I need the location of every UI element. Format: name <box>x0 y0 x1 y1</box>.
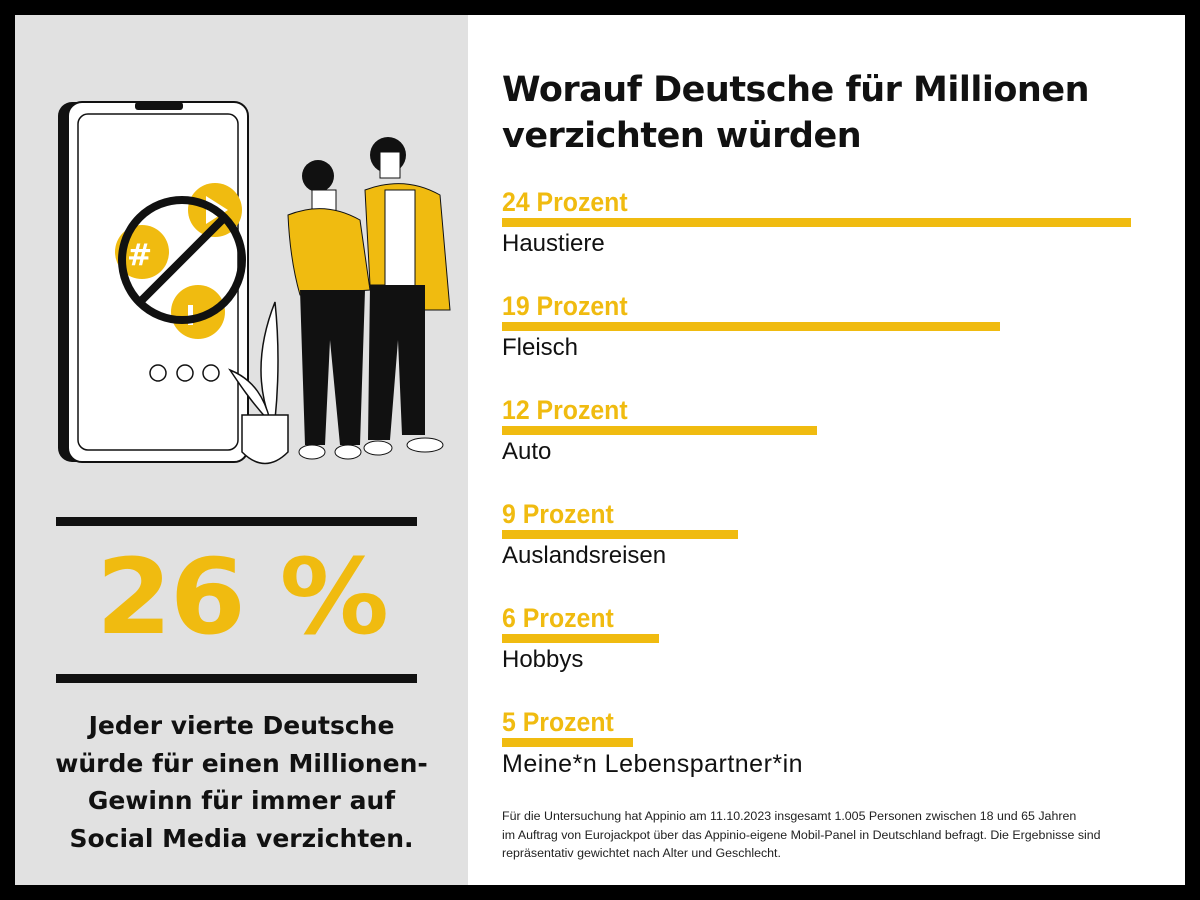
bar <box>502 634 660 643</box>
claim-line: Gewinn für immer auf <box>87 786 396 815</box>
footnote-line: repräsentativ gewichtet nach Alter und G… <box>502 846 781 860</box>
category-label: Auslandsreisen <box>502 542 667 569</box>
left-panel: # 26 <box>15 15 468 885</box>
chart-title: Worauf Deutsche für Millionen verzichten… <box>502 67 1090 159</box>
category-label: Meine*n Lebenspartner*in <box>502 750 804 778</box>
value-label: 9 Prozent <box>502 499 614 529</box>
footnote-line: im Auftrag von Eurojackpot über das Appi… <box>502 827 1101 842</box>
value-label: 19 Prozent <box>502 291 628 321</box>
value-label: 6 Prozent <box>502 603 614 633</box>
bar-row: 6 Prozent Hobbys <box>502 603 660 675</box>
svg-text:#: # <box>127 238 152 273</box>
plant-icon <box>228 301 289 465</box>
category-label: Haustiere <box>502 230 605 257</box>
category-label: Auto <box>502 438 552 465</box>
claim-text: Jeder vierte Deutsche würde für einen Mi… <box>15 707 468 857</box>
claim-line: würde für einen Millionen- <box>55 748 428 778</box>
footnote-line: Für die Untersuchung hat Appinio am 11.1… <box>502 809 1077 823</box>
category-label: Fleisch <box>502 334 579 361</box>
bar <box>502 322 1000 331</box>
bar <box>502 218 1131 227</box>
value-label: 12 Prozent <box>502 395 628 425</box>
divider-bottom <box>56 674 417 683</box>
illustration: # <box>58 101 451 465</box>
headline-percentage: 26 % <box>95 536 389 658</box>
title-line: verzichten würden <box>502 116 862 156</box>
footnote: Für die Untersuchung hat Appinio am 11.1… <box>502 807 1152 863</box>
title-line: Worauf Deutsche für Millionen <box>502 70 1090 110</box>
bar-row: 19 Prozent Fleisch <box>502 291 1000 363</box>
chart-panel: Worauf Deutsche für Millionen verzichten… <box>468 15 1185 885</box>
claim-line: Social Media verzichten. <box>69 823 414 853</box>
bar <box>502 738 634 747</box>
bar <box>502 530 738 539</box>
man-figure <box>363 137 451 456</box>
category-label: Hobbys <box>502 646 584 673</box>
bar-row: 9 Prozent Auslandsreisen <box>502 499 738 571</box>
divider-top <box>56 517 417 526</box>
woman-figure <box>287 160 371 460</box>
value-label: 5 Prozent <box>502 707 614 737</box>
thumbs-up-icon <box>171 285 225 339</box>
phone-icon <box>58 101 249 463</box>
bar-row: 12 Prozent Auto <box>502 395 817 467</box>
bar-row: 24 Prozent Haustiere <box>502 187 1131 259</box>
bar-row: 5 Prozent Meine*n Lebenspartner*in <box>502 707 803 779</box>
claim-line: Jeder vierte Deutsche <box>88 711 395 740</box>
prohibited-icon <box>118 196 246 324</box>
value-label: 24 Prozent <box>502 187 628 217</box>
bar <box>502 426 817 435</box>
